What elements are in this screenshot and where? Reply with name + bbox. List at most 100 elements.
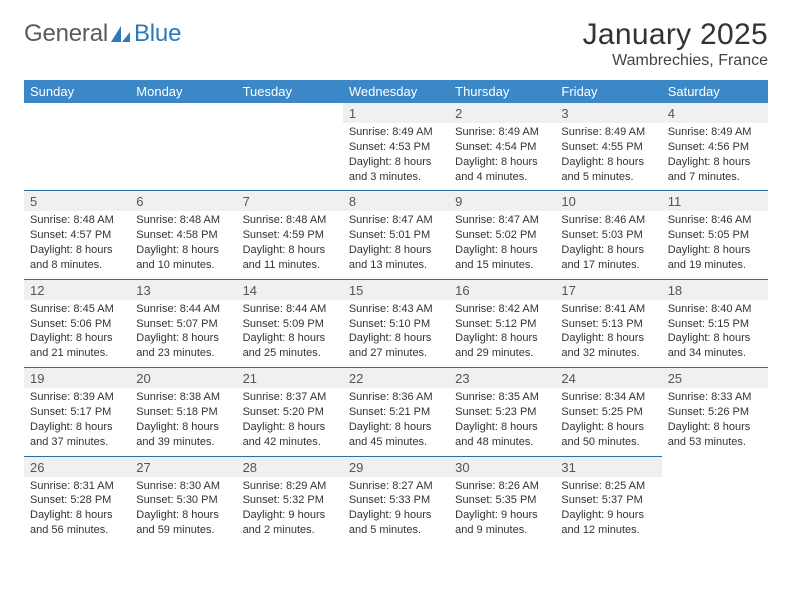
date-cell: 25 — [662, 368, 768, 389]
sunrise-text: Sunrise: 8:25 AM — [561, 479, 655, 494]
daylight-text: Daylight: 9 hours and 5 minutes. — [349, 508, 443, 538]
daylight-text: Daylight: 8 hours and 50 minutes. — [561, 420, 655, 450]
sunset-text: Sunset: 4:57 PM — [30, 228, 124, 243]
daylight-text: Daylight: 8 hours and 3 minutes. — [349, 155, 443, 185]
sunset-text: Sunset: 5:21 PM — [349, 405, 443, 420]
sunset-text: Sunset: 4:54 PM — [455, 140, 549, 155]
date-cell: 18 — [662, 279, 768, 300]
logo-text-2: Blue — [134, 20, 181, 48]
day-info-cell: Sunrise: 8:43 AMSunset: 5:10 PMDaylight:… — [343, 300, 449, 368]
daylight-text: Daylight: 8 hours and 25 minutes. — [243, 331, 337, 361]
sunrise-text: Sunrise: 8:49 AM — [349, 125, 443, 140]
sunset-text: Sunset: 5:06 PM — [30, 317, 124, 332]
daylight-text: Daylight: 8 hours and 27 minutes. — [349, 331, 443, 361]
empty-cell — [237, 123, 343, 191]
sunset-text: Sunset: 5:23 PM — [455, 405, 549, 420]
day-info-cell: Sunrise: 8:38 AMSunset: 5:18 PMDaylight:… — [130, 388, 236, 456]
empty-cell — [662, 456, 768, 477]
logo-sail-icon — [110, 24, 132, 49]
date-cell: 5 — [24, 191, 130, 212]
daylight-text: Daylight: 8 hours and 59 minutes. — [136, 508, 230, 538]
day-info-cell: Sunrise: 8:49 AMSunset: 4:53 PMDaylight:… — [343, 123, 449, 191]
sunset-text: Sunset: 5:20 PM — [243, 405, 337, 420]
date-cell: 31 — [555, 456, 661, 477]
empty-cell — [130, 123, 236, 191]
location-label: Wambrechies, France — [583, 52, 768, 70]
daylight-text: Daylight: 8 hours and 8 minutes. — [30, 243, 124, 273]
daylight-text: Daylight: 8 hours and 34 minutes. — [668, 331, 762, 361]
day-info-cell: Sunrise: 8:48 AMSunset: 4:59 PMDaylight:… — [237, 211, 343, 279]
date-cell: 1 — [343, 103, 449, 123]
sunrise-text: Sunrise: 8:46 AM — [668, 213, 762, 228]
day-info-cell: Sunrise: 8:49 AMSunset: 4:56 PMDaylight:… — [662, 123, 768, 191]
dow-header: Saturday — [662, 80, 768, 103]
daylight-text: Daylight: 8 hours and 4 minutes. — [455, 155, 549, 185]
sunset-text: Sunset: 4:58 PM — [136, 228, 230, 243]
date-cell: 17 — [555, 279, 661, 300]
sunset-text: Sunset: 5:01 PM — [349, 228, 443, 243]
day-info-cell: Sunrise: 8:40 AMSunset: 5:15 PMDaylight:… — [662, 300, 768, 368]
day-info-cell: Sunrise: 8:33 AMSunset: 5:26 PMDaylight:… — [662, 388, 768, 456]
day-info-cell: Sunrise: 8:44 AMSunset: 5:09 PMDaylight:… — [237, 300, 343, 368]
sunset-text: Sunset: 5:37 PM — [561, 493, 655, 508]
sunset-text: Sunset: 5:15 PM — [668, 317, 762, 332]
date-cell: 7 — [237, 191, 343, 212]
day-info-cell: Sunrise: 8:42 AMSunset: 5:12 PMDaylight:… — [449, 300, 555, 368]
date-cell: 30 — [449, 456, 555, 477]
date-cell: 13 — [130, 279, 236, 300]
day-info-cell: Sunrise: 8:30 AMSunset: 5:30 PMDaylight:… — [130, 477, 236, 544]
daylight-text: Daylight: 9 hours and 9 minutes. — [455, 508, 549, 538]
sunset-text: Sunset: 5:07 PM — [136, 317, 230, 332]
day-info-cell: Sunrise: 8:35 AMSunset: 5:23 PMDaylight:… — [449, 388, 555, 456]
dow-header: Sunday — [24, 80, 130, 103]
sunset-text: Sunset: 5:32 PM — [243, 493, 337, 508]
daylight-text: Daylight: 9 hours and 12 minutes. — [561, 508, 655, 538]
sunset-text: Sunset: 5:18 PM — [136, 405, 230, 420]
daylight-text: Daylight: 8 hours and 7 minutes. — [668, 155, 762, 185]
date-cell: 26 — [24, 456, 130, 477]
sunrise-text: Sunrise: 8:33 AM — [668, 390, 762, 405]
date-cell: 3 — [555, 103, 661, 123]
empty-cell — [237, 103, 343, 123]
date-cell: 27 — [130, 456, 236, 477]
daylight-text: Daylight: 8 hours and 45 minutes. — [349, 420, 443, 450]
date-cell: 21 — [237, 368, 343, 389]
dow-header: Monday — [130, 80, 236, 103]
dow-header: Tuesday — [237, 80, 343, 103]
date-cell: 4 — [662, 103, 768, 123]
daylight-text: Daylight: 8 hours and 29 minutes. — [455, 331, 549, 361]
sunrise-text: Sunrise: 8:36 AM — [349, 390, 443, 405]
sunrise-text: Sunrise: 8:44 AM — [243, 302, 337, 317]
day-info-cell: Sunrise: 8:47 AMSunset: 5:02 PMDaylight:… — [449, 211, 555, 279]
sunrise-text: Sunrise: 8:41 AM — [561, 302, 655, 317]
daylight-text: Daylight: 8 hours and 5 minutes. — [561, 155, 655, 185]
sunset-text: Sunset: 5:26 PM — [668, 405, 762, 420]
sunrise-text: Sunrise: 8:29 AM — [243, 479, 337, 494]
sunset-text: Sunset: 4:53 PM — [349, 140, 443, 155]
day-info-cell: Sunrise: 8:27 AMSunset: 5:33 PMDaylight:… — [343, 477, 449, 544]
daylight-text: Daylight: 8 hours and 23 minutes. — [136, 331, 230, 361]
day-info-cell: Sunrise: 8:26 AMSunset: 5:35 PMDaylight:… — [449, 477, 555, 544]
empty-cell — [24, 103, 130, 123]
calendar-table: SundayMondayTuesdayWednesdayThursdayFrid… — [24, 80, 768, 544]
sunrise-text: Sunrise: 8:49 AM — [668, 125, 762, 140]
sunrise-text: Sunrise: 8:35 AM — [455, 390, 549, 405]
sunrise-text: Sunrise: 8:48 AM — [136, 213, 230, 228]
sunrise-text: Sunrise: 8:40 AM — [668, 302, 762, 317]
sunset-text: Sunset: 4:55 PM — [561, 140, 655, 155]
day-info-cell: Sunrise: 8:31 AMSunset: 5:28 PMDaylight:… — [24, 477, 130, 544]
day-info-cell: Sunrise: 8:34 AMSunset: 5:25 PMDaylight:… — [555, 388, 661, 456]
daylight-text: Daylight: 8 hours and 13 minutes. — [349, 243, 443, 273]
daylight-text: Daylight: 8 hours and 42 minutes. — [243, 420, 337, 450]
sunrise-text: Sunrise: 8:49 AM — [455, 125, 549, 140]
date-cell: 19 — [24, 368, 130, 389]
sunset-text: Sunset: 5:33 PM — [349, 493, 443, 508]
sunrise-text: Sunrise: 8:38 AM — [136, 390, 230, 405]
daylight-text: Daylight: 9 hours and 2 minutes. — [243, 508, 337, 538]
sunrise-text: Sunrise: 8:37 AM — [243, 390, 337, 405]
daylight-text: Daylight: 8 hours and 39 minutes. — [136, 420, 230, 450]
sunrise-text: Sunrise: 8:43 AM — [349, 302, 443, 317]
day-info-cell: Sunrise: 8:47 AMSunset: 5:01 PMDaylight:… — [343, 211, 449, 279]
day-info-cell: Sunrise: 8:49 AMSunset: 4:54 PMDaylight:… — [449, 123, 555, 191]
date-cell: 9 — [449, 191, 555, 212]
